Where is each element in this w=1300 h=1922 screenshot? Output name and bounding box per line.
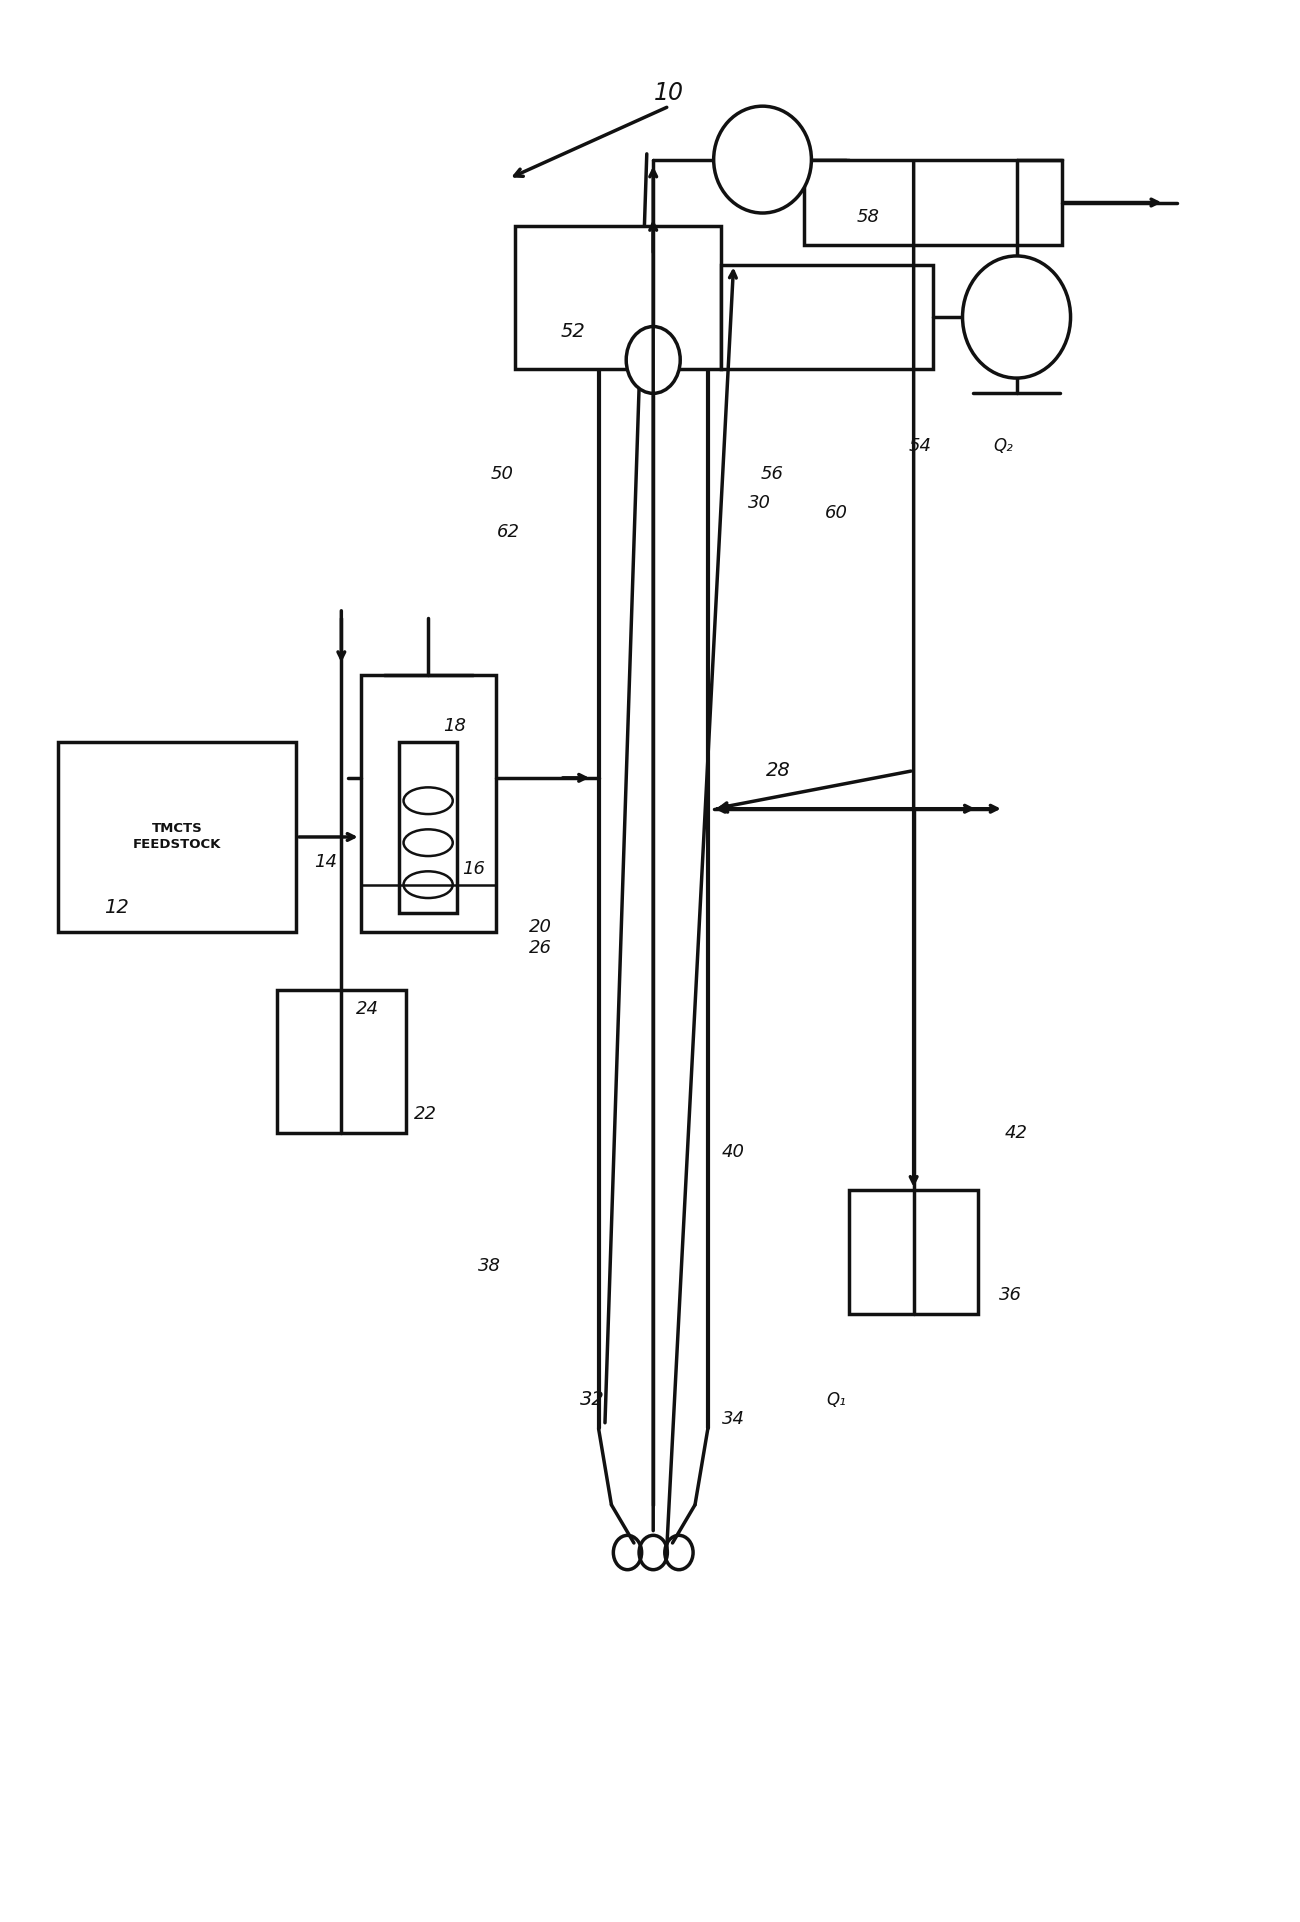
Text: 54: 54	[909, 436, 932, 456]
Text: 30: 30	[747, 494, 771, 511]
Text: 34: 34	[722, 1411, 745, 1428]
Text: 28: 28	[766, 761, 790, 780]
Ellipse shape	[627, 327, 680, 394]
Text: 60: 60	[826, 504, 848, 521]
Ellipse shape	[714, 106, 811, 213]
Text: 14: 14	[315, 853, 338, 871]
Text: TMCTS
FEEDSTOCK: TMCTS FEEDSTOCK	[133, 823, 221, 851]
Text: 22: 22	[413, 1105, 437, 1122]
Ellipse shape	[962, 256, 1071, 379]
Text: 40: 40	[722, 1144, 745, 1161]
Text: 38: 38	[477, 1257, 500, 1276]
Bar	[720, 265, 933, 369]
Text: Q₁: Q₁	[827, 1392, 846, 1409]
Text: 10: 10	[654, 81, 684, 106]
Text: 12: 12	[104, 898, 129, 917]
Text: 18: 18	[443, 717, 465, 736]
Bar	[58, 742, 296, 932]
Text: 20: 20	[529, 917, 552, 936]
Text: 62: 62	[497, 523, 520, 540]
Text: Q₂: Q₂	[993, 436, 1014, 456]
Text: 26: 26	[529, 938, 552, 957]
Bar	[515, 227, 720, 369]
Text: 58: 58	[857, 208, 880, 227]
Text: 52: 52	[560, 321, 585, 340]
Text: 42: 42	[1005, 1124, 1028, 1142]
Text: 56: 56	[760, 465, 784, 484]
Bar	[849, 1190, 978, 1315]
Text: 50: 50	[490, 465, 514, 484]
Text: 24: 24	[356, 999, 378, 1019]
Bar	[277, 990, 406, 1132]
Text: 36: 36	[998, 1286, 1022, 1303]
Bar	[399, 742, 458, 913]
Bar	[360, 675, 495, 932]
Text: 32: 32	[580, 1390, 604, 1409]
Bar	[805, 160, 1062, 246]
Text: 16: 16	[463, 861, 485, 878]
